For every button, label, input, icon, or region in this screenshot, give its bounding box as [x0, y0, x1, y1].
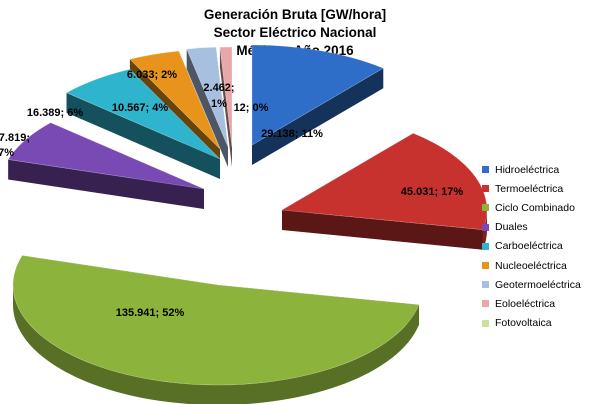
- pie-slice-7: [219, 46, 233, 168]
- legend-label: Eoloeléctrica: [495, 297, 556, 310]
- legend-swatch: [482, 319, 489, 327]
- legend-swatch: [482, 300, 489, 308]
- pie-slice-3: [7, 122, 205, 209]
- pie-slice-6: [186, 46, 229, 167]
- data-label-8: 12; 0%: [234, 102, 269, 114]
- legend-swatch: [482, 242, 489, 250]
- pie-slice-0: [251, 44, 384, 165]
- legend-swatch: [482, 281, 489, 289]
- legend-swatch: [482, 166, 489, 174]
- legend-label: Ciclo Combinado: [495, 201, 575, 214]
- data-label-0: 29.138; 11%: [261, 128, 323, 140]
- legend-item-3: Duales: [482, 218, 590, 237]
- legend-swatch: [482, 204, 489, 212]
- legend-label: Termoeléctrica: [495, 182, 564, 195]
- pie-slice-1: [281, 132, 488, 250]
- legend-swatch: [482, 262, 489, 270]
- pie-slice-4: [65, 68, 221, 179]
- legend-item-1: Termoeléctrica: [482, 179, 590, 198]
- data-label-7: 2.462; 1%: [203, 82, 234, 110]
- data-label-4: 16.389; 6%: [27, 107, 83, 119]
- legend-item-7: Eoloeléctrica: [482, 294, 590, 313]
- title-line-1: Generación Bruta [GW/hora]: [203, 7, 387, 22]
- legend: Hidroeléctrica Termoeléctrica Ciclo Combin…: [482, 160, 590, 333]
- legend-label: Carboeléctrica: [495, 240, 563, 253]
- legend-item-5: Nucleoeléctrica: [482, 256, 590, 275]
- data-label-2: 135.941; 52%: [116, 307, 185, 319]
- legend-label: Duales: [495, 221, 528, 234]
- legend-item-6: Geotermoeléctrica: [482, 275, 590, 294]
- pie-slice-2: [12, 255, 420, 404]
- data-label-6: 6.033; 2%: [127, 69, 177, 81]
- data-label-1: 45.031; 17%: [401, 186, 464, 198]
- legend-item-4: Carboeléctrica: [482, 237, 590, 256]
- legend-label: Hidroeléctrica: [495, 163, 560, 176]
- data-label-5: 10.567; 4%: [112, 102, 168, 114]
- legend-item-8: Fotovoltaica: [482, 314, 590, 333]
- data-label-3: 17.819;7%: [0, 132, 30, 159]
- legend-item-2: Ciclo Combinado: [482, 198, 590, 217]
- legend-label: Geotermoeléctrica: [495, 278, 581, 291]
- legend-label: Nucleoeléctrica: [495, 259, 567, 272]
- legend-label: Fotovoltaica: [495, 317, 552, 330]
- legend-item-0: Hidroeléctrica: [482, 160, 590, 179]
- legend-swatch: [482, 223, 489, 231]
- title-line-2: Sector Eléctrico Nacional: [213, 25, 377, 40]
- legend-swatch: [482, 185, 489, 193]
